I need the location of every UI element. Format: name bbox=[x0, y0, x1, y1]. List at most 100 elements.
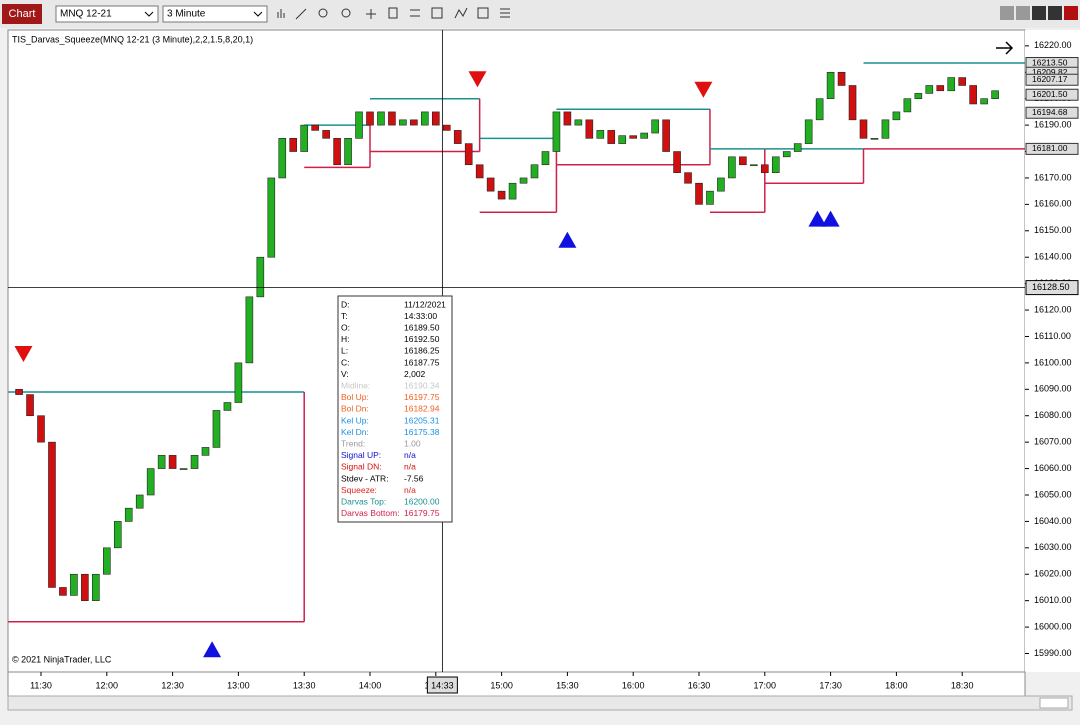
candle bbox=[662, 119, 670, 152]
y-tick-label: 16190.00 bbox=[1034, 119, 1072, 129]
candle bbox=[486, 177, 495, 192]
candle bbox=[563, 111, 572, 126]
data-box-value: n/a bbox=[404, 485, 416, 495]
y-tick-label: 16040.00 bbox=[1034, 516, 1072, 526]
candle bbox=[410, 119, 418, 126]
x-tick-label: 17:00 bbox=[754, 680, 777, 690]
window-buttons[interactable] bbox=[1000, 6, 1078, 20]
candle bbox=[278, 138, 287, 179]
price-label-box bbox=[1025, 142, 1079, 155]
candle bbox=[760, 164, 769, 173]
scroll-right-arrow[interactable] bbox=[996, 41, 1014, 55]
candle bbox=[377, 111, 385, 126]
tool-icons[interactable] bbox=[277, 7, 510, 20]
candle bbox=[48, 441, 56, 588]
toolbar-bg bbox=[0, 0, 1080, 28]
data-box-label: T: bbox=[341, 311, 348, 321]
candle bbox=[59, 587, 67, 596]
data-box-label: Bol Dn: bbox=[341, 404, 369, 414]
candle bbox=[431, 111, 440, 126]
candle bbox=[497, 190, 506, 200]
candle bbox=[695, 182, 703, 205]
candle bbox=[245, 296, 254, 364]
candle bbox=[717, 177, 725, 192]
crosshair-y-box bbox=[1025, 280, 1079, 296]
candle bbox=[157, 455, 166, 469]
candle bbox=[947, 77, 956, 92]
time-axis bbox=[7, 671, 1026, 697]
data-box-label: Midline: bbox=[341, 380, 370, 390]
x-tick-label: 14:00 bbox=[359, 680, 382, 690]
toolbar: Chart MNQ 12-21 3 Minute bbox=[0, 0, 1080, 28]
candle bbox=[322, 130, 330, 139]
candle bbox=[892, 111, 901, 121]
interval-select[interactable] bbox=[162, 5, 268, 23]
x-tick-label: 18:30 bbox=[951, 680, 974, 690]
candle bbox=[826, 71, 835, 99]
data-box-label: Darvas Bottom: bbox=[341, 508, 400, 518]
candle bbox=[859, 119, 868, 139]
scroll-thumb[interactable] bbox=[1039, 697, 1069, 709]
y-tick-label: 16110.00 bbox=[1034, 331, 1071, 341]
candle bbox=[530, 164, 539, 179]
candle bbox=[135, 494, 144, 509]
candle bbox=[453, 130, 462, 144]
y-tick-label: 16090.00 bbox=[1034, 384, 1072, 394]
interval-label: 3 Minute bbox=[167, 9, 206, 20]
instrument-select[interactable] bbox=[55, 5, 159, 23]
x-tick-label: 12:30 bbox=[161, 680, 184, 690]
data-box-label: Signal DN: bbox=[341, 462, 382, 472]
x-tick-label: 17:30 bbox=[819, 680, 842, 690]
plot-area bbox=[7, 29, 1026, 673]
scrollbar[interactable] bbox=[7, 695, 1073, 711]
candle bbox=[991, 90, 999, 99]
data-box bbox=[337, 295, 453, 523]
data-box-label: Squeeze: bbox=[341, 485, 377, 495]
data-box-label: D: bbox=[341, 299, 350, 309]
candle bbox=[344, 138, 352, 166]
candle bbox=[15, 389, 23, 395]
candle bbox=[629, 135, 638, 139]
chart-tab[interactable] bbox=[2, 4, 42, 24]
price-label-box bbox=[1025, 73, 1079, 86]
y-tick-label: 16050.00 bbox=[1034, 489, 1072, 499]
candle bbox=[355, 111, 363, 139]
candle bbox=[333, 138, 341, 166]
signal-up bbox=[558, 231, 577, 248]
candle bbox=[837, 71, 846, 86]
candle bbox=[925, 85, 934, 94]
data-box-label: L: bbox=[341, 346, 348, 356]
candle bbox=[146, 468, 155, 496]
candle bbox=[771, 156, 780, 173]
data-box-label: Trend: bbox=[341, 438, 365, 448]
candle bbox=[190, 455, 199, 469]
data-box-value: 16182.94 bbox=[404, 404, 440, 414]
candle bbox=[804, 119, 813, 144]
x-tick-label: 12:00 bbox=[96, 680, 119, 690]
candle bbox=[311, 124, 319, 131]
candle bbox=[870, 138, 879, 140]
signal-up bbox=[808, 210, 827, 227]
candle bbox=[728, 156, 736, 179]
signal-up bbox=[821, 210, 840, 227]
data-box-value: 16190.34 bbox=[404, 380, 440, 390]
y-tick-label: 16160.00 bbox=[1034, 199, 1072, 209]
data-box-value: 16187.75 bbox=[404, 357, 440, 367]
data-box-label: C: bbox=[341, 357, 350, 367]
signal-down bbox=[468, 71, 487, 88]
candle bbox=[508, 182, 517, 200]
plot-content bbox=[8, 30, 1025, 672]
price-label: 16181.00 bbox=[1032, 143, 1068, 153]
y-tick-label: 16030.00 bbox=[1034, 542, 1072, 552]
candle bbox=[958, 77, 967, 86]
y-tick-label: 15990.00 bbox=[1034, 648, 1072, 658]
x-tick-label: 13:00 bbox=[227, 680, 250, 690]
candle bbox=[168, 455, 177, 469]
candle bbox=[684, 172, 692, 184]
candle bbox=[256, 256, 265, 298]
candle bbox=[881, 119, 890, 139]
candle bbox=[212, 410, 221, 448]
candle bbox=[848, 85, 857, 121]
candle bbox=[750, 164, 758, 167]
data-box-value: 16200.00 bbox=[404, 496, 440, 506]
